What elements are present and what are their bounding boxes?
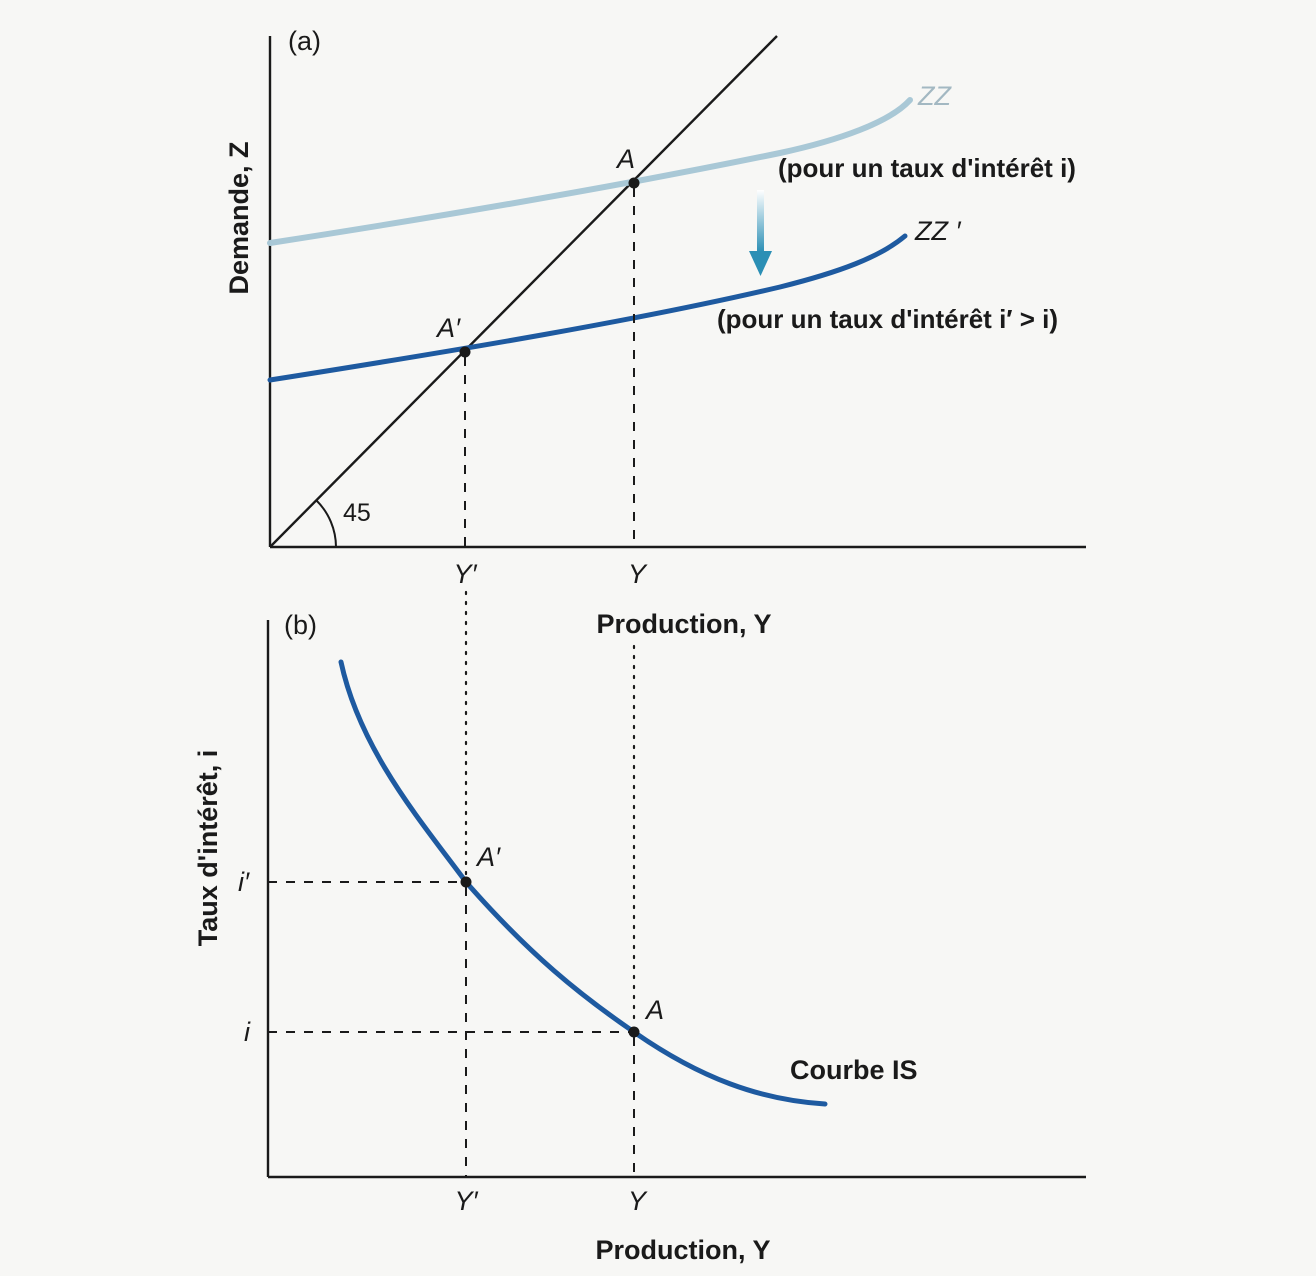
point-a-prime: [459, 346, 471, 358]
point-a-prime-is: [460, 876, 472, 888]
zz-prime-curve: [267, 233, 908, 383]
panel-a-y-axis-title: Demande, Z: [224, 141, 254, 294]
panel-b-tick-i: i: [244, 1017, 251, 1047]
forty-five-degree-line: [269, 35, 778, 548]
panel-b-tick-y-prime: Y′: [454, 1186, 478, 1216]
zz-prime-curve-label: ZZ ′: [914, 216, 961, 246]
zz-curve: [267, 97, 913, 246]
point-a-is-label: A: [644, 995, 664, 1025]
panel-a-tick-y: Y: [628, 559, 648, 589]
angle-label: 45: [343, 499, 371, 527]
panel-a-x-axis-title: Production, Y: [596, 609, 771, 639]
zz-curve-note: (pour un taux d'intérêt i): [778, 153, 1076, 183]
panel-b-label: (b): [284, 610, 317, 640]
panel-b: (b) Taux d'intérêt, i Production, Y Cour…: [193, 610, 1086, 1265]
zz-prime-curve-note: (pour un taux d'intérêt i′ > i): [717, 304, 1058, 334]
point-a: [628, 177, 640, 189]
panel-b-tick-i-prime: i′: [238, 867, 250, 897]
panel-a-tick-y-prime: Y′: [453, 559, 477, 589]
zz-curve-label: ZZ: [917, 81, 952, 111]
is-curve-label: Courbe IS: [790, 1055, 918, 1085]
angle-arc: [315, 499, 337, 548]
point-a-is: [628, 1026, 640, 1038]
is-curve: [338, 659, 828, 1107]
panel-b-y-axis-title: Taux d'intérêt, i: [193, 750, 223, 946]
panel-a-label: (a): [288, 26, 321, 56]
panel-b-tick-y: Y: [628, 1186, 648, 1216]
panel-a: (a) Demande, Z Production, Y 45 ZZ (pour…: [224, 26, 1086, 639]
panel-b-x-axis-title: Production, Y: [595, 1235, 770, 1265]
point-a-prime-label: A′: [435, 313, 461, 343]
point-a-prime-is-label: A′: [475, 842, 501, 872]
shift-down-arrow: [749, 190, 772, 276]
point-a-label: A: [615, 144, 635, 174]
